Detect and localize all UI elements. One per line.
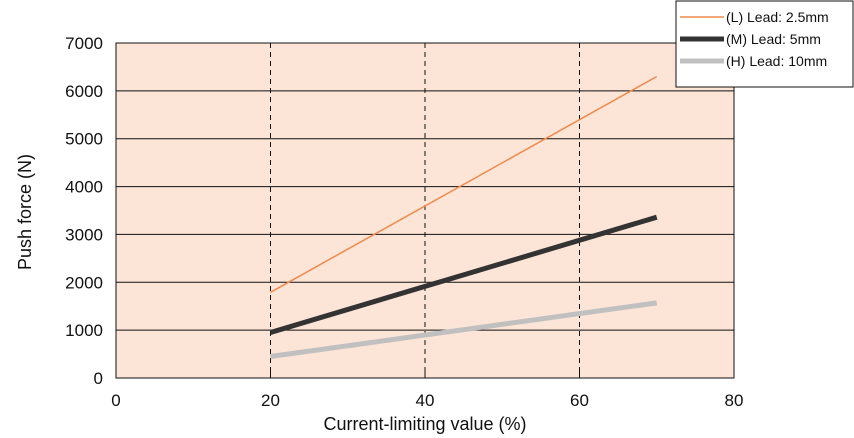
y-axis-title: Push force (N) <box>15 154 35 270</box>
y-tick-label-3000: 3000 <box>65 225 103 244</box>
y-tick-label-1000: 1000 <box>65 321 103 340</box>
legend: (L) Lead: 2.5mm (M) Lead: 5mm (H) Lead: 10… <box>675 0 854 88</box>
y-tick-label-4000: 4000 <box>65 178 103 197</box>
legend-box <box>675 0 854 88</box>
y-tick-label-2000: 2000 <box>65 273 103 292</box>
series-line-2 <box>270 300 658 359</box>
legend-label-0: (L) Lead: 2.5mm <box>726 9 829 25</box>
series-line-1 <box>269 214 658 335</box>
x-tick-label-60: 60 <box>570 391 589 410</box>
plot-background <box>116 43 734 378</box>
x-tick-label-80: 80 <box>725 391 744 410</box>
x-tick-labels: 0 20 40 60 80 <box>111 391 743 410</box>
legend-label-1: (M) Lead: 5mm <box>726 31 821 47</box>
axes <box>115 42 735 379</box>
vertical-gridlines <box>270 43 580 378</box>
x-tick-label-0: 0 <box>111 391 120 410</box>
x-tick-label-20: 20 <box>261 391 280 410</box>
x-tick-label-40: 40 <box>416 391 435 410</box>
legend-label-2: (H) Lead: 10mm <box>726 53 827 69</box>
y-tick-label-6000: 6000 <box>65 82 103 101</box>
y-tick-label-5000: 5000 <box>65 130 103 149</box>
series-layer <box>269 75 658 359</box>
x-axis-title: Current-limiting value (%) <box>323 414 526 434</box>
y-tick-labels: 0 1000 2000 3000 4000 5000 6000 7000 <box>65 34 103 388</box>
y-tick-label-0: 0 <box>94 369 103 388</box>
y-tick-label-7000: 7000 <box>65 34 103 53</box>
series-line-0 <box>270 75 658 293</box>
